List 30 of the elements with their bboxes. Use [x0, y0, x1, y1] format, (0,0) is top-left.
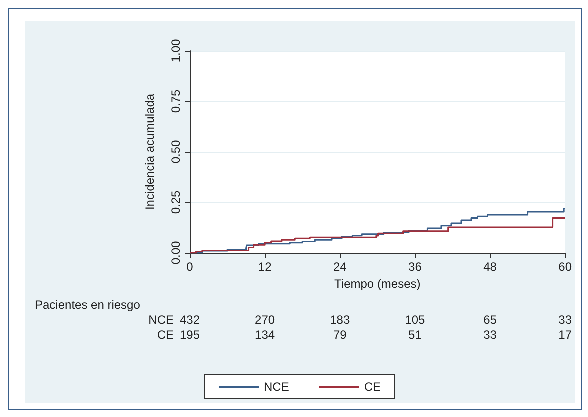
x-axis-title: Tiempo (meses): [334, 276, 421, 291]
x-tick-label: 0: [186, 260, 194, 274]
y-axis-title: Incidencia acumulada: [143, 94, 157, 210]
text: NCE: [148, 313, 174, 327]
x-tick-label: 24: [333, 260, 348, 274]
text: 270: [255, 313, 276, 327]
y-tick-label: 0.00: [169, 241, 183, 265]
text: 134: [255, 328, 276, 342]
x-tick-label: 60: [558, 260, 572, 274]
text: 79: [333, 328, 348, 342]
text: 432: [180, 313, 200, 327]
legend-label: CE: [364, 380, 382, 394]
text: 195: [180, 328, 200, 342]
text: 65: [484, 313, 498, 327]
text: 105: [405, 313, 426, 327]
x-tick-label: 48: [484, 260, 498, 274]
text: Pacientes en riesgo: [35, 298, 141, 312]
text: 33: [484, 328, 498, 342]
legend-label: NCE: [264, 380, 290, 394]
y-tick-label: 0.25: [169, 190, 183, 214]
text: CE: [157, 328, 174, 342]
y-tick-label: 0.50: [169, 140, 183, 164]
text: 17: [558, 328, 572, 342]
x-tick-label: 36: [408, 260, 422, 274]
text: 51: [408, 328, 422, 342]
text: 33: [558, 313, 572, 327]
y-tick-label: 0.75: [169, 90, 183, 114]
y-tick-label: 1.00: [169, 39, 183, 63]
x-tick-label: 12: [258, 260, 272, 274]
text: 183: [330, 313, 350, 327]
